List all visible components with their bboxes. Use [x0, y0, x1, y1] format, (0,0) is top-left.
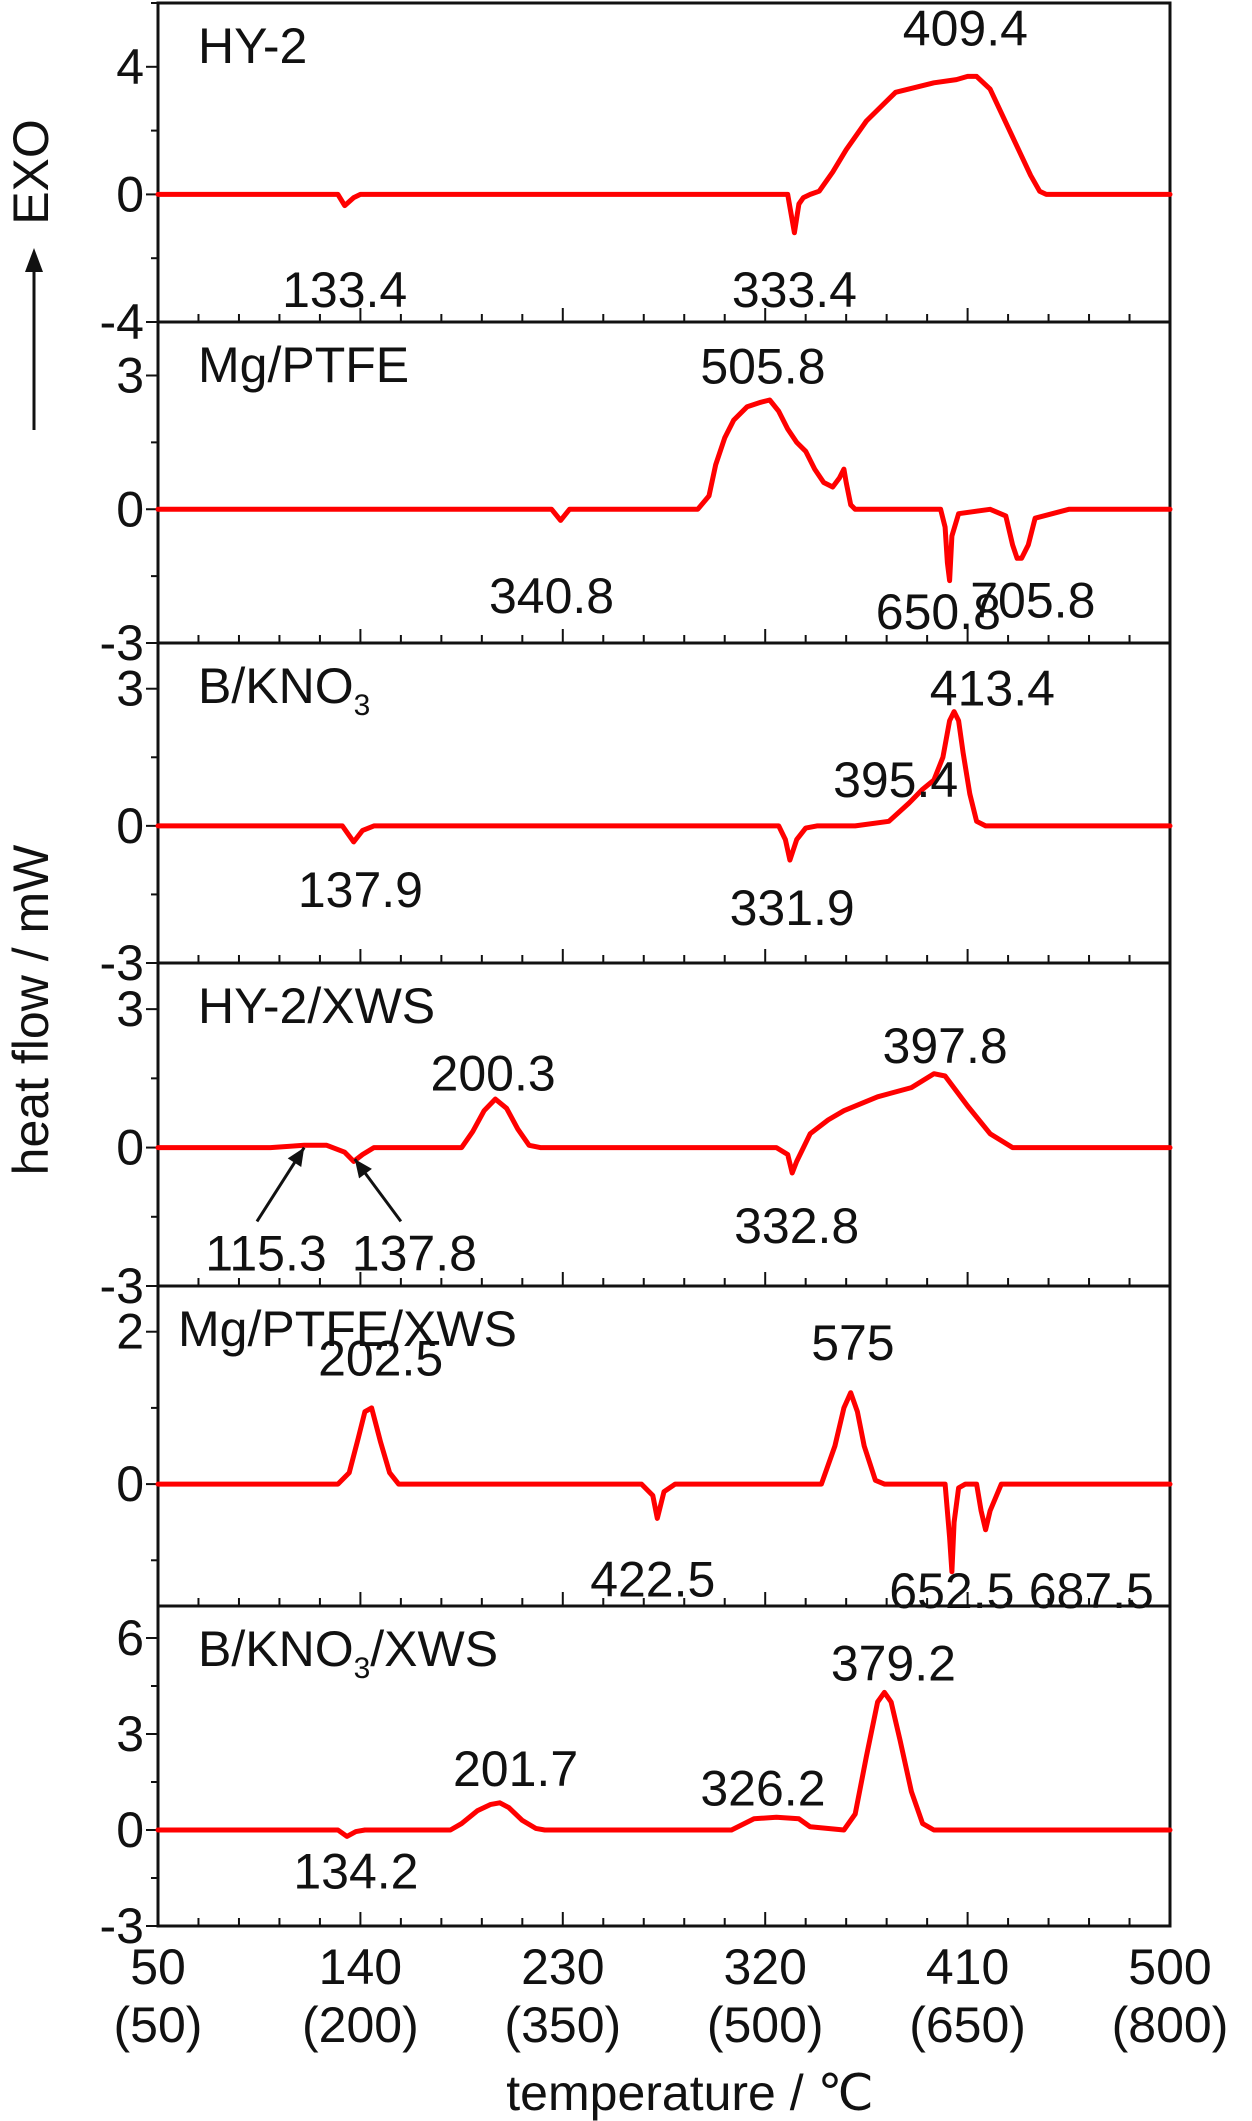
y-tick-label: 3 — [116, 981, 144, 1037]
panel-name-subscript: 3 — [354, 1652, 371, 1685]
x-tick-label: 230 — [521, 1939, 604, 1995]
x-tick-label: 140 — [319, 1939, 402, 1995]
x-axis-title: temperature / ℃ — [506, 2065, 873, 2121]
series-line — [155, 709, 1173, 863]
series-line — [155, 73, 1173, 236]
y-tick-label: -3 — [100, 935, 144, 991]
panel-4: 3 0 -3 HY-2/XWS 115.3 137.8 200.3 332.8 397.8 — [100, 961, 1173, 1314]
peak-label: 200.3 — [431, 1046, 556, 1102]
y-axis-title: heat flow / mW — [3, 844, 59, 1175]
x-tick-label-secondary: (650) — [909, 1997, 1026, 2053]
peak-label: 395.4 — [833, 752, 958, 808]
panel-6: 6 3 0 -3 B/KNO3/XWS 134.2 201.7 326.2 379.2 — [100, 1604, 1173, 1954]
y-tick-label: 2 — [116, 1304, 144, 1360]
panel-frame — [156, 1604, 1172, 1928]
series-line — [155, 1689, 1173, 1839]
peak-label: 379.2 — [831, 1636, 956, 1692]
annotation-arrow-head — [287, 1147, 305, 1168]
x-tick-label-secondary: (800) — [1112, 1997, 1229, 2053]
y-tick-label: 6 — [116, 1610, 144, 1666]
series-line — [155, 1071, 1173, 1176]
y-tick-label: 0 — [116, 481, 144, 537]
peak-label: 687.5 — [1029, 1563, 1154, 1619]
peak-label: 650.8 — [876, 584, 1001, 640]
x-tick-labels: 50(50) 140(200) 230(350) 320(500) 410(650) 50… — [114, 1939, 1229, 2053]
peak-label: 202.5 — [318, 1330, 443, 1386]
x-tick-label-secondary: (50) — [114, 1997, 203, 2053]
y-tick-label: -4 — [100, 294, 144, 350]
peak-label: 326.2 — [700, 1760, 825, 1816]
exo-label: EXO — [3, 119, 59, 225]
peak-label: 201.7 — [453, 1741, 578, 1797]
peak-label: 137.9 — [298, 862, 423, 918]
x-tick-label-secondary: (500) — [707, 1997, 824, 2053]
panel-name-suffix: /XWS — [370, 1621, 498, 1677]
y-tick-label: 3 — [116, 1706, 144, 1762]
annotation-arrow-head — [354, 1159, 372, 1179]
exo-annotation: EXO — [3, 119, 59, 430]
peak-label: 340.8 — [489, 568, 614, 624]
panel-3: 3 0 -3 B/KNO3 137.9 331.9 395.4 413.4 — [100, 641, 1173, 991]
panels: 4 0 -4 HY-2 133.4 333.4 409.4 3 0 -3 Mg/PTFE 340.8 5… — [100, 1, 1173, 1954]
peak-label: 133.4 — [282, 262, 407, 318]
series-line — [155, 397, 1173, 584]
peak-label: 413.4 — [930, 661, 1055, 717]
peak-label: 705.8 — [970, 573, 1095, 629]
x-tick-label: 50 — [130, 1939, 186, 1995]
peak-label: 331.9 — [730, 880, 855, 936]
panel-name: Mg/PTFE — [198, 337, 409, 393]
peak-label: 115.3 — [205, 1226, 326, 1282]
y-tick-label: 0 — [116, 1802, 144, 1858]
peak-label: 422.5 — [590, 1551, 715, 1607]
x-tick-label: 410 — [926, 1939, 1009, 1995]
y-tick-label: -3 — [100, 1898, 144, 1954]
peak-label: 652.5 — [889, 1563, 1014, 1619]
x-tick-label: 500 — [1128, 1939, 1211, 1995]
y-tick-label: -3 — [100, 615, 144, 671]
x-tick-label: 320 — [723, 1939, 806, 1995]
peak-label: 409.4 — [903, 1, 1028, 57]
panel-name-subscript: 3 — [354, 689, 371, 722]
peak-label: 575 — [811, 1315, 894, 1371]
peak-label: 333.4 — [732, 262, 857, 318]
panel-name: HY-2 — [198, 18, 307, 74]
panel-name: Mg/PTFE/XWS — [178, 1301, 517, 1357]
peak-label: 137.8 — [352, 1226, 477, 1282]
y-tick-label: 0 — [116, 1456, 144, 1512]
panel-name: HY-2/XWS — [198, 978, 435, 1034]
y-tick-label: 0 — [116, 166, 144, 222]
series-line — [155, 1390, 1173, 1575]
peak-label: 134.2 — [293, 1844, 418, 1900]
exo-arrow-head — [25, 248, 43, 272]
y-tick-label: 0 — [116, 1120, 144, 1176]
peak-label: 397.8 — [883, 1018, 1008, 1074]
y-tick-label: 4 — [116, 39, 144, 95]
y-tick-label: 0 — [116, 798, 144, 854]
y-tick-label: 3 — [116, 348, 144, 404]
x-tick-label-secondary: (350) — [504, 1997, 621, 2053]
x-tick-label-secondary: (200) — [302, 1997, 419, 2053]
y-tick-label: 3 — [116, 661, 144, 717]
panel-1: 4 0 -4 HY-2 133.4 333.4 409.4 — [100, 1, 1173, 350]
peak-label: 332.8 — [734, 1198, 859, 1254]
panel-name: B/KNO3/XWS — [198, 1621, 498, 1685]
peak-label: 505.8 — [700, 339, 825, 395]
panel-name: B/KNO3 — [198, 658, 370, 722]
y-tick-label: -3 — [100, 1258, 144, 1314]
